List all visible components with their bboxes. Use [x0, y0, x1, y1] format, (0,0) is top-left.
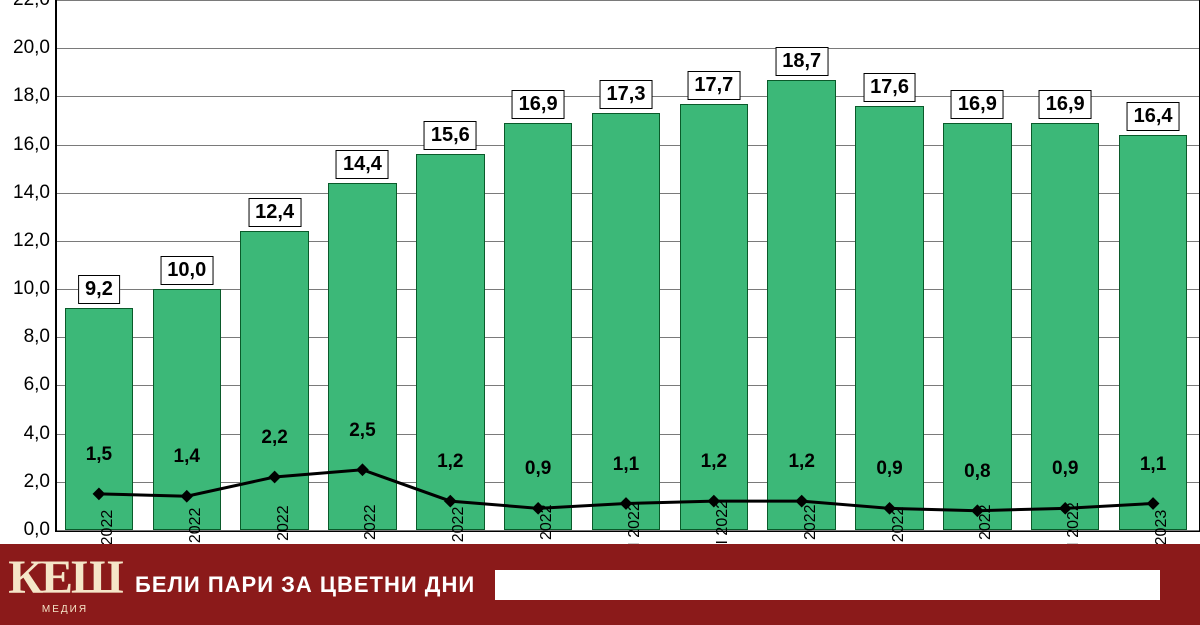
- line-value-label: 1,2: [701, 451, 727, 473]
- bar: [240, 231, 309, 530]
- y-tick-label: 12,0: [5, 230, 50, 252]
- banner-slogan: БЕЛИ ПАРИ ЗА ЦВЕТНИ ДНИ: [135, 572, 475, 598]
- line-value-label: 0,9: [876, 458, 902, 480]
- y-tick-label: 10,0: [5, 278, 50, 300]
- y-tick-label: 20,0: [5, 37, 50, 59]
- y-tick-label: 2,0: [5, 471, 50, 493]
- line-value-label: 1,1: [1140, 454, 1166, 476]
- bar-value-label: 16,4: [1127, 102, 1180, 131]
- bar-value-label: 12,4: [248, 198, 301, 227]
- bar-value-label: 17,3: [600, 80, 653, 109]
- y-tick-label: 4,0: [5, 423, 50, 445]
- line-value-label: 0,8: [964, 461, 990, 483]
- bar-value-label: 16,9: [1039, 90, 1092, 119]
- bar-value-label: 16,9: [951, 90, 1004, 119]
- line-value-label: 2,2: [261, 427, 287, 449]
- line-value-label: 0,9: [1052, 458, 1078, 480]
- bar: [328, 183, 397, 530]
- bar-value-label: 15,6: [424, 121, 477, 150]
- bar-value-label: 17,7: [687, 71, 740, 100]
- bar: [153, 289, 222, 530]
- kesh-logo: КЕШ МЕДИЯ: [10, 544, 120, 625]
- line-value-label: 1,5: [86, 444, 112, 466]
- line-value-label: 1,2: [788, 451, 814, 473]
- bar-value-label: 18,7: [775, 47, 828, 76]
- y-tick-label: 0,0: [5, 519, 50, 541]
- bar: [416, 154, 485, 530]
- logo-text-top: КЕШ: [8, 554, 122, 602]
- bar-value-label: 17,6: [863, 73, 916, 102]
- line-value-label: 0,9: [525, 458, 551, 480]
- bar-value-label: 9,2: [78, 275, 120, 304]
- line-value-label: 1,4: [174, 446, 200, 468]
- y-tick-label: 16,0: [5, 134, 50, 156]
- line-value-label: 1,2: [437, 451, 463, 473]
- chart-container: 0,0 2,0 4,0 6,0 8,0 10,0 12,0 14,0 16,0 18,0 20,0 2…: [0, 0, 1200, 544]
- y-tick-label: 8,0: [5, 326, 50, 348]
- logo-text-bottom: МЕДИЯ: [42, 604, 88, 615]
- bar-value-label: 14,4: [336, 150, 389, 179]
- bar: [65, 308, 134, 530]
- media-banner: КЕШ МЕДИЯ БЕЛИ ПАРИ ЗА ЦВЕТНИ ДНИ: [0, 544, 1200, 625]
- y-tick-label: 18,0: [5, 85, 50, 107]
- line-value-label: 1,1: [613, 454, 639, 476]
- bar-value-label: 10,0: [160, 256, 213, 285]
- y-tick-label: 14,0: [5, 182, 50, 204]
- bar-value-label: 16,9: [512, 90, 565, 119]
- line-value-label: 2,5: [349, 420, 375, 442]
- y-tick-label: 22,0: [5, 0, 50, 11]
- banner-search-input[interactable]: [495, 570, 1160, 600]
- y-tick-label: 6,0: [5, 374, 50, 396]
